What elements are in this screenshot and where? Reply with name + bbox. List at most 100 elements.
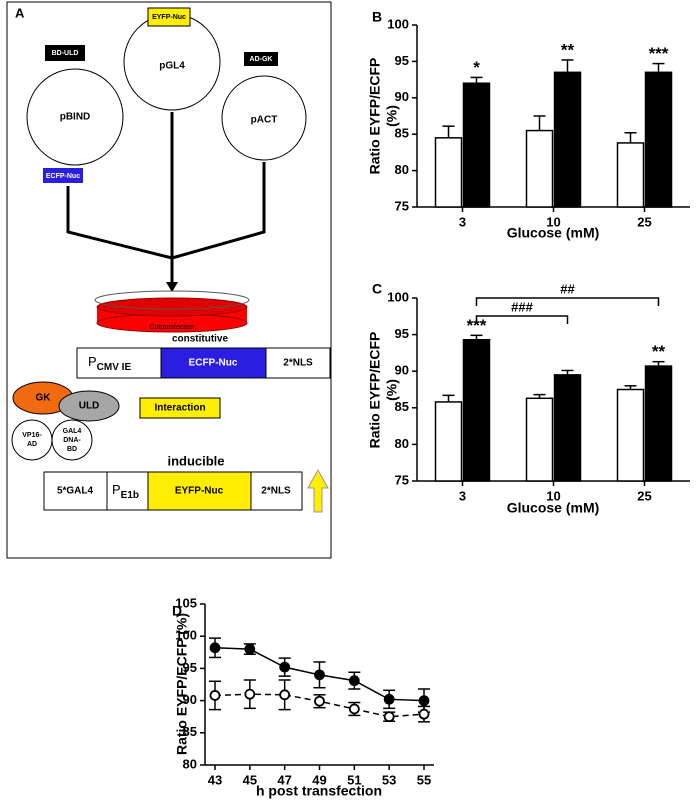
marker — [209, 642, 221, 654]
bar — [462, 82, 491, 208]
y-tick-label: 90 — [395, 363, 409, 378]
significance: *** — [467, 316, 487, 335]
protein-label: GK — [36, 393, 52, 404]
panel-frame — [6, 1, 332, 559]
protein — [58, 390, 120, 422]
bar — [644, 365, 673, 482]
tag-box — [45, 45, 85, 61]
y-tick-label: 105 — [175, 595, 197, 610]
x-axis-title: h post transfection — [256, 783, 382, 799]
marker — [348, 675, 360, 687]
dish-label: Cotransfection — [149, 324, 194, 331]
protein-label: AD — [27, 441, 37, 448]
x-tick-label: 45 — [243, 772, 257, 787]
marker — [418, 708, 430, 720]
protein-label: DNA- — [63, 437, 81, 444]
segment — [160, 347, 267, 379]
up-arrow — [307, 468, 329, 513]
plasmid-name: pACT — [251, 115, 278, 126]
bar — [616, 142, 645, 208]
bracket-label: ### — [511, 299, 533, 314]
panel-label: B — [372, 9, 382, 25]
y-axis-title: Ratio EYFP/ECFP (%) — [174, 613, 190, 755]
protein-label: VP16- — [22, 432, 42, 439]
bar — [616, 388, 645, 482]
y-axis-title: Ratio EYFP/ECFP — [367, 332, 383, 449]
marker — [244, 643, 256, 655]
panel-a: A pBIND BD-ULD ECFP-Nuc pGL4 EYFP-Nuc pA… — [6, 1, 332, 559]
bar — [553, 71, 582, 208]
interaction-box — [139, 397, 221, 419]
y-tick-label: 75 — [395, 198, 409, 213]
start: 5*GAL4 — [57, 486, 94, 497]
bar — [434, 137, 463, 208]
bar — [644, 71, 673, 208]
promoter-main: P — [112, 482, 121, 497]
y-axis-title: (%) — [384, 105, 400, 127]
construct-title: constitutive — [172, 334, 229, 345]
x-tick-label: 47 — [277, 772, 291, 787]
y-tick-label: 85 — [183, 724, 197, 739]
bracket-label: ## — [560, 281, 575, 296]
protein-label: GAL4 — [63, 428, 82, 435]
x-tick-label: 49 — [312, 772, 326, 787]
y-tick-label: 85 — [395, 399, 409, 414]
y-tick-label: 80 — [183, 756, 197, 771]
plasmid-name: pGL4 — [159, 61, 185, 72]
y-tick-label: 90 — [395, 89, 409, 104]
tag-box — [244, 52, 278, 66]
marker — [314, 669, 325, 681]
protein — [51, 419, 93, 461]
tag-label: BD-ULD — [52, 50, 79, 57]
marker — [418, 695, 430, 706]
construct-title: inducible — [167, 453, 224, 468]
y-tick-label: 80 — [395, 162, 409, 177]
bar — [525, 129, 554, 208]
promoter: PE1b — [112, 482, 139, 500]
dish-rim — [94, 290, 250, 310]
reporter: EYFP-Nuc — [175, 486, 224, 497]
marker — [348, 703, 360, 715]
y-axis-title: Ratio EYFP/ECFP — [367, 58, 383, 175]
y-tick-label: 100 — [387, 16, 409, 31]
marker — [383, 693, 395, 705]
segment — [147, 471, 252, 511]
x-tick-label: 10 — [546, 214, 560, 229]
panel-label: A — [15, 5, 25, 20]
interaction-label: Interaction — [154, 403, 205, 414]
promoter-main: P — [88, 354, 97, 369]
dish-medium — [96, 297, 248, 317]
marker — [244, 688, 256, 700]
segment — [76, 347, 162, 379]
plasmid — [221, 75, 307, 161]
x-tick-label: 55 — [417, 772, 431, 787]
y-tick-label: 100 — [175, 628, 197, 643]
panel-label: D — [172, 603, 182, 619]
bar — [434, 401, 463, 482]
plasmid — [26, 68, 124, 166]
marker — [209, 690, 221, 701]
segment — [43, 471, 108, 511]
y-tick-label: 90 — [183, 692, 197, 707]
significance: *** — [649, 44, 669, 63]
protein-label: BD — [67, 446, 77, 453]
significance: ** — [561, 40, 575, 59]
promoter: PCMV IE — [88, 354, 131, 372]
y-tick-label: 75 — [395, 472, 409, 487]
protein-label: ULD — [79, 401, 100, 412]
tail: 2*NLS — [283, 358, 313, 369]
tag-box — [43, 168, 83, 183]
connector — [66, 112, 266, 282]
bar — [553, 374, 582, 482]
panel-label: C — [372, 281, 382, 297]
significance: ** — [652, 342, 666, 361]
x-tick-label: 3 — [459, 214, 466, 229]
segment — [265, 347, 331, 379]
bracket — [475, 297, 660, 306]
segment — [250, 471, 303, 511]
x-tick-label: 53 — [382, 772, 396, 787]
plasmid-name: pBIND — [60, 112, 91, 123]
x-tick-label: 51 — [347, 772, 361, 787]
segment — [106, 471, 149, 511]
tag-box — [147, 7, 191, 27]
